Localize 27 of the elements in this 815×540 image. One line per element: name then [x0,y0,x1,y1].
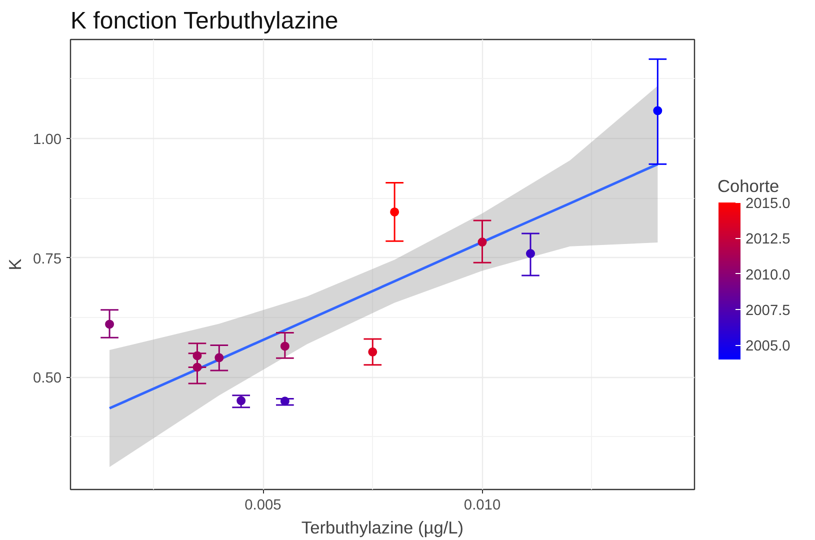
point [192,362,202,372]
chart-title: K fonction Terbuthylazine [70,8,338,34]
point [653,106,662,116]
color-bar-label: 2005.0 [746,338,790,355]
x-tick-label: 0.005 [244,498,282,514]
color-bar-label: 2010.0 [746,267,790,284]
y-axis-title: K [4,258,25,270]
x-tick-label: 0.010 [464,498,501,514]
point [368,347,378,356]
point [236,396,246,406]
line-series [108,162,659,410]
point [390,207,400,216]
point [526,249,535,258]
color-bar-label: 2015.0 [746,196,790,212]
color-bar-title: Cohorte [718,176,780,196]
y-tick-label: 1.00 [32,132,62,148]
x-axis-title: Terbuthylazine (µg/L) [301,518,464,538]
y-tick-label: 0.75 [32,251,62,268]
color-bar-label: 2007.5 [746,303,790,320]
point [280,342,290,351]
point [280,396,290,406]
point [192,351,202,360]
point [478,238,487,247]
point [105,320,114,329]
color-bar-label: 2012.5 [746,232,790,248]
y-tick-label: 0.50 [32,370,62,387]
point [214,353,224,362]
